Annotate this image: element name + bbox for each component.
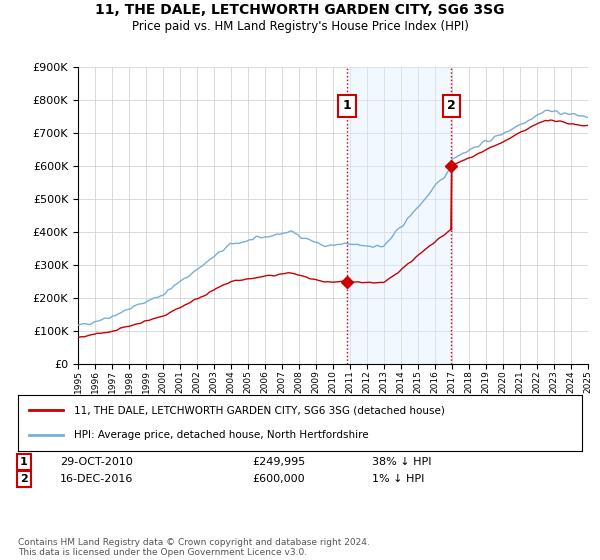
Text: 1: 1 xyxy=(20,457,28,467)
Text: £600,000: £600,000 xyxy=(252,474,305,484)
Text: 1: 1 xyxy=(343,99,352,113)
Text: 1% ↓ HPI: 1% ↓ HPI xyxy=(372,474,424,484)
Text: 29-OCT-2010: 29-OCT-2010 xyxy=(60,457,133,467)
Text: 2: 2 xyxy=(20,474,28,484)
Bar xyxy=(347,67,451,364)
Text: £249,995: £249,995 xyxy=(252,457,305,467)
Text: HPI: Average price, detached house, North Hertfordshire: HPI: Average price, detached house, Nort… xyxy=(74,430,369,440)
Text: Price paid vs. HM Land Registry's House Price Index (HPI): Price paid vs. HM Land Registry's House … xyxy=(131,20,469,32)
Text: 11, THE DALE, LETCHWORTH GARDEN CITY, SG6 3SG (detached house): 11, THE DALE, LETCHWORTH GARDEN CITY, SG… xyxy=(74,405,445,416)
Text: 2: 2 xyxy=(447,99,455,113)
Text: 38% ↓ HPI: 38% ↓ HPI xyxy=(372,457,431,467)
Text: 16-DEC-2016: 16-DEC-2016 xyxy=(60,474,133,484)
Text: Contains HM Land Registry data © Crown copyright and database right 2024.
This d: Contains HM Land Registry data © Crown c… xyxy=(18,538,370,557)
Text: 11, THE DALE, LETCHWORTH GARDEN CITY, SG6 3SG: 11, THE DALE, LETCHWORTH GARDEN CITY, SG… xyxy=(95,3,505,17)
